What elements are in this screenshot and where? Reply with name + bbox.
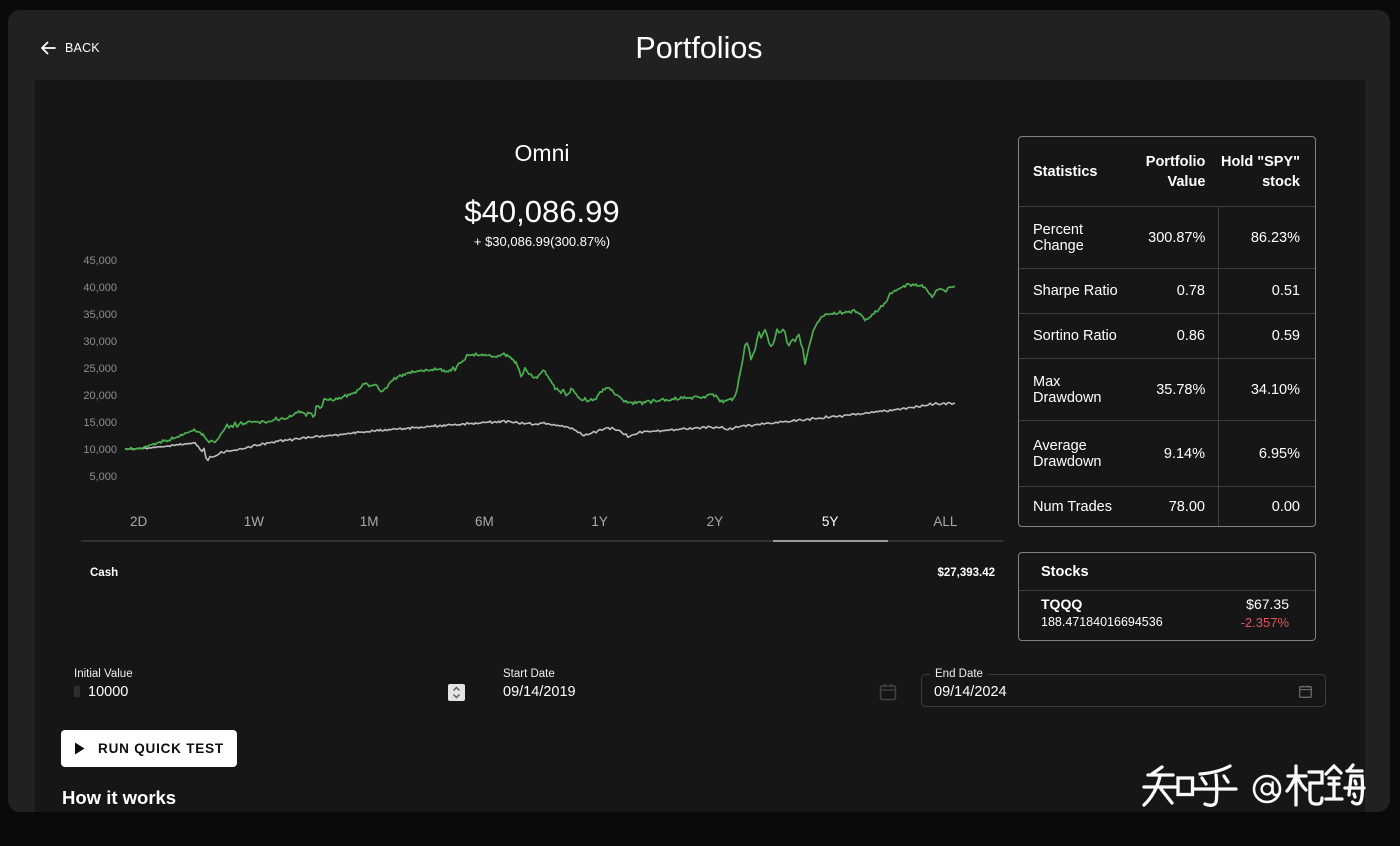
svg-text:10,000: 10,000: [83, 444, 117, 456]
svg-text:25,000: 25,000: [83, 363, 117, 375]
svg-text:40,000: 40,000: [83, 282, 117, 294]
svg-text:5,000: 5,000: [89, 471, 117, 483]
svg-text:35,000: 35,000: [83, 309, 117, 321]
svg-text:45,000: 45,000: [83, 255, 117, 267]
svg-text:20,000: 20,000: [83, 390, 117, 402]
svg-text:30,000: 30,000: [83, 336, 117, 348]
svg-text:15,000: 15,000: [83, 417, 117, 429]
